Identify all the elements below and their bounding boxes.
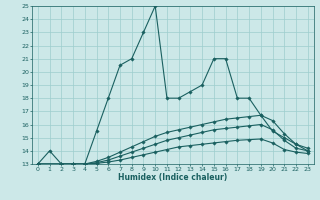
X-axis label: Humidex (Indice chaleur): Humidex (Indice chaleur) — [118, 173, 228, 182]
